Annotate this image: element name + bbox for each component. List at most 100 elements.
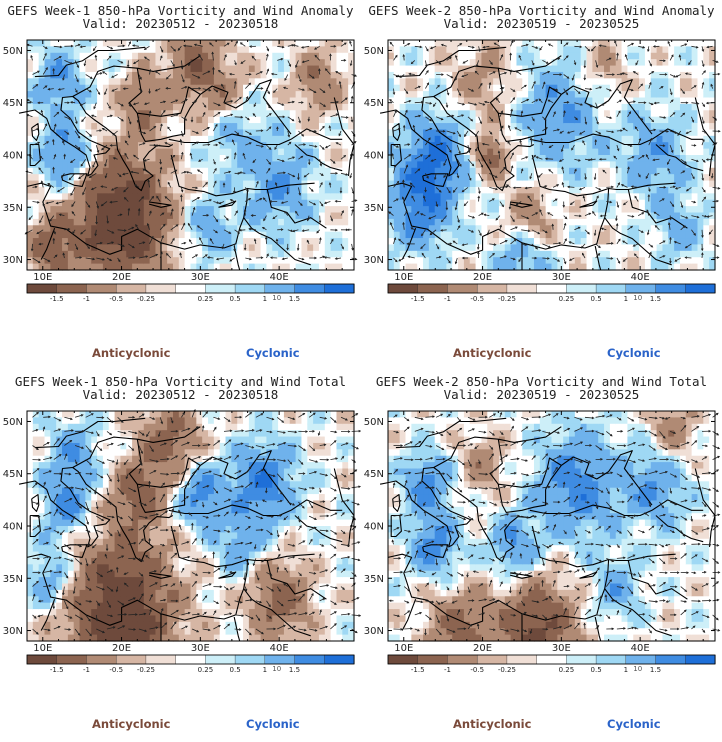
colorbar-swatch xyxy=(685,654,716,665)
panel-week1-anomaly: GEFS Week-1 850-hPa Vorticity and Wind A… xyxy=(0,0,361,371)
panel-title: GEFS Week-1 850-hPa Vorticity and Wind A… xyxy=(7,3,354,18)
colorbar-swatch xyxy=(655,654,686,665)
colorbar-tick-label: -0.25 xyxy=(137,666,155,674)
colorbar: -1.5 -1 -0.5 -0.25 0.25 0.5 1 1.5 10 xyxy=(361,653,722,683)
colorbar: -1.5 -1 -0.5 -0.25 0.25 0.5 1 1.5 10 xyxy=(0,282,361,312)
colorbar-tick-label: -1.5 xyxy=(50,666,64,674)
colorbar-tick-label: -0.5 xyxy=(470,295,484,303)
lat-tick-label: 40N xyxy=(3,522,23,533)
colorbar-swatch xyxy=(264,283,296,294)
colorbar-swatch xyxy=(175,283,206,294)
panel-valid-dates: Valid: 20230519 - 20230525 xyxy=(443,16,640,31)
colorbar-tick-label: 0.5 xyxy=(591,666,602,674)
colorbar-tick-label: 1 xyxy=(624,666,628,674)
colorbar-scale-label: 10 xyxy=(633,665,642,673)
lon-tick-label: 40E xyxy=(270,272,289,283)
lat-tick-label: 30N xyxy=(364,255,384,266)
cyclonic-label: Cyclonic xyxy=(246,346,300,360)
vorticity-map: 50N 45N 40N 35N 30N 10E 20E 30E 40E xyxy=(361,403,722,678)
lon-tick-label: 10E xyxy=(33,643,52,654)
lat-tick-label: 35N xyxy=(364,203,384,214)
colorbar-tick-label: -1.5 xyxy=(411,666,425,674)
colorbar-tick-label: 1 xyxy=(263,295,267,303)
colorbar-swatch xyxy=(536,654,567,665)
colorbar-tick-label: 1.5 xyxy=(289,666,300,674)
colorbar-swatch xyxy=(387,283,419,294)
colorbar-swatch xyxy=(56,654,88,665)
colorbar-tick-label: -0.5 xyxy=(109,295,123,303)
colorbar: -1.5 -1 -0.5 -0.25 0.25 0.5 1 1.5 10 xyxy=(0,653,361,683)
anticyclonic-label: Anticyclonic xyxy=(92,346,171,360)
colorbar-swatch xyxy=(56,283,88,294)
lat-tick-label: 50N xyxy=(3,417,23,428)
lat-tick-label: 50N xyxy=(364,46,384,57)
colorbar-swatch xyxy=(86,283,117,294)
colorbar-tick-label: 0.25 xyxy=(559,295,575,303)
colorbar-swatch xyxy=(506,654,538,665)
colorbar-tick-label: 1 xyxy=(624,295,628,303)
colorbar-tick-label: -1.5 xyxy=(50,295,64,303)
colorbar-swatch xyxy=(115,283,147,294)
lon-tick-label: 10E xyxy=(394,272,413,283)
colorbar-swatch xyxy=(145,283,177,294)
colorbar-swatch xyxy=(625,283,657,294)
panel-title: GEFS Week-2 850-hPa Vorticity and Wind A… xyxy=(368,3,715,18)
colorbar-swatch xyxy=(387,654,419,665)
colorbar-swatch xyxy=(566,283,597,294)
colorbar-swatch xyxy=(324,283,355,294)
colorbar-swatch xyxy=(566,654,597,665)
colorbar-tick-label: -1 xyxy=(444,295,451,303)
panel-week2-anomaly: GEFS Week-2 850-hPa Vorticity and Wind A… xyxy=(361,0,722,371)
colorbar-tick-label: 0.5 xyxy=(591,295,602,303)
lon-tick-label: 20E xyxy=(112,272,131,283)
colorbar-swatch xyxy=(417,283,449,294)
colorbar-swatch xyxy=(205,654,236,665)
panel-title: GEFS Week-1 850-hPa Vorticity and Wind T… xyxy=(14,374,347,389)
colorbar-scale-label: 10 xyxy=(633,294,642,302)
colorbar-swatch xyxy=(595,283,627,294)
colorbar-swatch xyxy=(625,654,657,665)
colorbar-tick-label: 1 xyxy=(263,666,267,674)
colorbar-swatch xyxy=(506,283,538,294)
colorbar-swatch xyxy=(536,283,567,294)
lat-tick-label: 40N xyxy=(364,151,384,162)
lat-tick-label: 45N xyxy=(3,98,23,109)
lon-tick-label: 30E xyxy=(552,643,571,654)
lon-tick-label: 40E xyxy=(270,643,289,654)
colorbar-tick-label: 1.5 xyxy=(650,295,661,303)
lat-tick-label: 40N xyxy=(364,522,384,533)
colorbar-tick-label: 0.5 xyxy=(230,666,241,674)
vorticity-map: 50N 45N 40N 35N 30N 10E 20E 30E 40E xyxy=(0,403,361,678)
colorbar-swatch xyxy=(26,654,58,665)
colorbar-swatch xyxy=(447,654,478,665)
lon-tick-label: 30E xyxy=(191,643,210,654)
lon-tick-label: 40E xyxy=(631,272,650,283)
cyclonic-label: Cyclonic xyxy=(246,717,300,731)
lat-tick-label: 35N xyxy=(3,574,23,585)
panel-week1-total: GEFS Week-1 850-hPa Vorticity and Wind T… xyxy=(0,371,361,742)
colorbar-tick-label: -0.5 xyxy=(470,666,484,674)
colorbar-scale-label: 10 xyxy=(272,294,281,302)
colorbar-tick-label: -1 xyxy=(83,666,90,674)
anticyclonic-label: Anticyclonic xyxy=(453,346,532,360)
lat-tick-label: 35N xyxy=(364,574,384,585)
colorbar-tick-label: -1 xyxy=(83,295,90,303)
colorbar-swatch xyxy=(145,654,177,665)
colorbar-swatch xyxy=(476,654,508,665)
colorbar-swatch xyxy=(294,283,325,294)
panel-week2-total: GEFS Week-2 850-hPa Vorticity and Wind T… xyxy=(361,371,722,742)
lon-tick-label: 30E xyxy=(552,272,571,283)
lon-tick-label: 20E xyxy=(473,643,492,654)
lat-tick-label: 40N xyxy=(3,151,23,162)
cyclonic-label: Cyclonic xyxy=(607,717,661,731)
colorbar-swatch xyxy=(595,654,627,665)
panel-valid-dates: Valid: 20230512 - 20230518 xyxy=(82,16,279,31)
colorbar-tick-label: -0.25 xyxy=(137,295,155,303)
lon-tick-label: 10E xyxy=(394,643,413,654)
colorbar-swatch xyxy=(324,654,355,665)
colorbar-swatch xyxy=(26,283,58,294)
colorbar-swatch xyxy=(447,283,478,294)
anticyclonic-label: Anticyclonic xyxy=(453,717,532,731)
colorbar-tick-label: -0.5 xyxy=(109,666,123,674)
lat-tick-label: 50N xyxy=(364,417,384,428)
